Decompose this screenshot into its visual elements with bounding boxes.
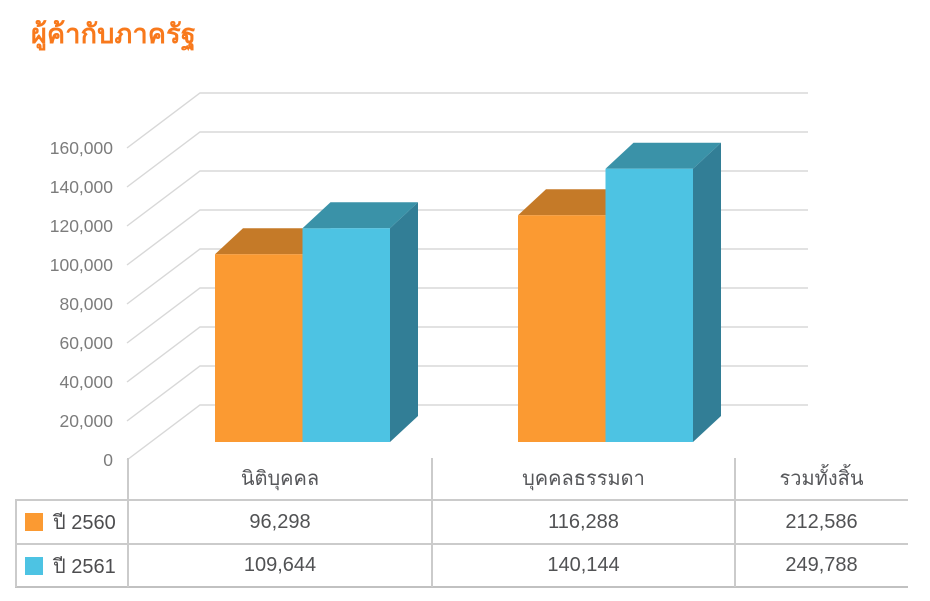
- table-border-vertical: [734, 458, 736, 587]
- value-cell: 116,288: [548, 510, 619, 533]
- gridline: [126, 170, 808, 227]
- value-cell: 140,144: [547, 554, 620, 576]
- y-axis-labels: 0 20,000 40,000 60,000 80,000 100,000 120,000 1…: [50, 138, 114, 470]
- y-axis-tick-label: 40,000: [59, 372, 113, 392]
- bar-front-face: [605, 168, 693, 443]
- legend-swatch-series2: [25, 556, 43, 575]
- bar-top-face: [518, 189, 634, 216]
- bar-top-face: [605, 142, 721, 169]
- y-axis-tick-label: 160,000: [50, 138, 114, 158]
- value-cell: 249,788: [785, 554, 858, 576]
- table-border-horizontal: [15, 586, 908, 588]
- table-border-vertical: [127, 458, 129, 587]
- bar-side-face: [693, 142, 721, 443]
- value-cell: 212,586: [785, 510, 858, 533]
- column-header: นิติบุคคล: [240, 467, 320, 490]
- y-axis-tick-label: 20,000: [59, 411, 113, 431]
- y-axis-tick-label: 60,000: [59, 333, 113, 353]
- y-axis-tick-label: 140,000: [50, 177, 114, 197]
- gridline: [126, 92, 808, 149]
- column-header: บุคคลธรรมดา: [522, 467, 645, 490]
- bar-series2-cat1[interactable]: [302, 202, 419, 442]
- legend-label: ปี 2560: [53, 512, 116, 534]
- bar-top-face: [215, 228, 331, 255]
- bar-front-face: [518, 215, 606, 442]
- bar-top-face: [302, 202, 418, 229]
- y-axis-tick-label: 120,000: [50, 216, 114, 236]
- bar-side-face: [390, 202, 418, 442]
- bar-front-face: [302, 228, 390, 442]
- bar-group-1: [215, 202, 418, 442]
- y-axis-tick-label: 0: [103, 450, 113, 470]
- bar-front-face: [215, 254, 303, 442]
- value-cell: 96,298: [249, 510, 311, 533]
- bar-group-2: [518, 142, 722, 443]
- bar-chart-3d: 0 20,000 40,000 60,000 80,000 100,000 120,000 1…: [50, 92, 808, 470]
- column-header: รวมทั้งสิ้น: [779, 467, 864, 490]
- gridline: [126, 131, 808, 188]
- value-cell: 109,644: [243, 554, 317, 576]
- table-border-vertical: [15, 500, 17, 587]
- legend-label: ปี 2561: [53, 555, 116, 578]
- page-title: ผู้ค้ากับภาครัฐ: [31, 19, 196, 49]
- table-border-vertical: [431, 458, 433, 587]
- table-border-horizontal: [15, 499, 908, 501]
- legend-cell: ปี 2561: [15, 544, 128, 587]
- bar-series2-cat2[interactable]: [605, 142, 722, 443]
- legend-cell: ปี 2560: [15, 500, 128, 544]
- data-table: นิติบุคคล บุคคลธรรมดา รวมทั้งสิ้นปี 2560 96…: [15, 455, 908, 591]
- y-axis-tick-label: 80,000: [59, 294, 113, 314]
- legend-swatch-series1: [25, 513, 43, 531]
- gridlines: [126, 92, 808, 461]
- y-axis-tick-label: 100,000: [50, 255, 114, 275]
- table-border-horizontal: [15, 543, 908, 545]
